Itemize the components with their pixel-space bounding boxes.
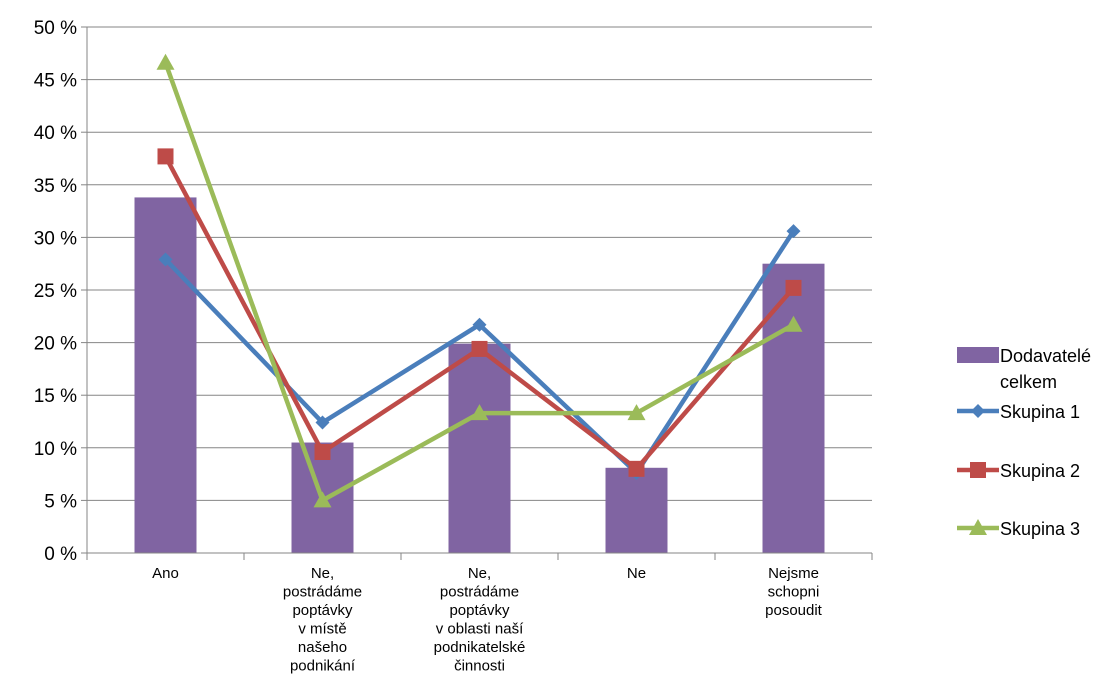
triangle-marker — [156, 53, 175, 70]
y-tick-label: 45 % — [34, 71, 77, 92]
triangle-marker — [627, 404, 646, 421]
x-tick-label: Ne, postrádáme poptávky v oblasti naší podni… — [434, 565, 526, 675]
legend-label: Skupina 1 — [1000, 402, 1080, 422]
y-axis-ticks: 0 % 5 % 10 % 15 % 20 % 25 % 30 % 35 % 40 % 45 % 50… — [34, 18, 87, 565]
y-tick-label: 5 % — [44, 491, 77, 512]
square-marker — [314, 444, 331, 461]
y-tick-label: 15 % — [34, 386, 77, 407]
gridlines — [87, 26, 872, 501]
y-tick-label: 0 % — [44, 544, 77, 565]
y-tick-label: 20 % — [34, 334, 77, 355]
legend-label: Dodavatelé celkem — [1000, 346, 1091, 392]
triangle-marker — [969, 519, 987, 535]
diamond-marker — [158, 252, 173, 267]
bar — [448, 343, 511, 553]
y-tick-label: 50 % — [34, 18, 77, 39]
bar — [605, 467, 668, 553]
legend-label: Skupina 2 — [1000, 461, 1080, 481]
diamond-marker — [315, 415, 330, 430]
axes — [86, 27, 872, 554]
x-axis-ticks: Ano Ne, postrádáme poptávky v místě našeho pod… — [86, 553, 873, 675]
x-tick-label: Nejsme schopni posoudit — [765, 565, 823, 619]
legend-label: Skupina 3 — [1000, 519, 1080, 539]
triangle-marker — [784, 315, 803, 332]
square-marker — [471, 340, 488, 357]
diamond-marker — [472, 317, 487, 332]
y-tick-label: 40 % — [34, 123, 77, 144]
square-marker — [970, 462, 986, 478]
triangle-marker — [470, 404, 489, 421]
y-tick-label: 35 % — [34, 176, 77, 197]
line-series — [156, 53, 803, 508]
square-marker — [628, 460, 645, 477]
y-tick-label: 30 % — [34, 228, 77, 249]
square-marker — [157, 148, 174, 165]
y-tick-label: 25 % — [34, 281, 77, 302]
bar — [762, 263, 825, 553]
legend: Dodavatelé celkem Skupina 1 Skupina 2 Skupin… — [957, 346, 1091, 539]
triangle-marker — [313, 491, 332, 508]
bar — [134, 197, 197, 553]
legend-swatch — [957, 347, 999, 363]
y-tick-label: 10 % — [34, 439, 77, 460]
diamond-marker — [786, 224, 801, 239]
x-tick-label: Ne — [627, 565, 646, 582]
x-tick-label: Ano — [152, 565, 179, 582]
diamond-marker — [971, 404, 985, 418]
bar-series — [134, 197, 825, 553]
x-tick-label: Ne, postrádáme poptávky v místě našeho podnik… — [283, 565, 362, 675]
square-marker — [785, 279, 802, 296]
